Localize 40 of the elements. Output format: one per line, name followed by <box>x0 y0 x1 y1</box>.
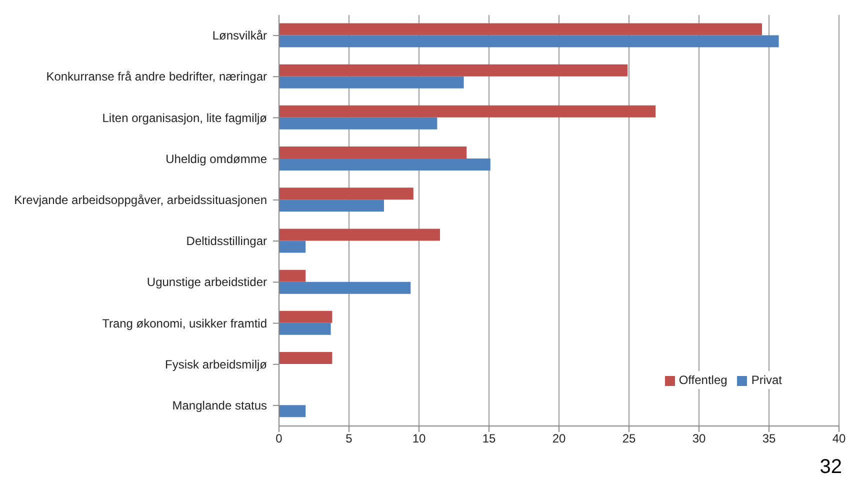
x-tick-label: 10 <box>412 432 426 446</box>
bar <box>279 270 306 282</box>
y-tick-label: Ugunstige arbeidstider <box>146 275 267 290</box>
x-tick-label: 25 <box>622 432 636 446</box>
legend-label: Offentleg <box>678 373 728 387</box>
y-tick-label: Trang økonomi, usikker framtid <box>102 316 267 330</box>
bar <box>279 240 306 253</box>
bar <box>279 158 490 171</box>
bar <box>279 23 762 36</box>
y-tick-label: Konkurranse frå andre bedrifter, næringar <box>46 70 267 84</box>
y-tick-label: Deltidsstillingar <box>186 234 267 248</box>
bar <box>279 35 779 48</box>
bar <box>279 322 331 335</box>
bar <box>279 76 464 88</box>
bar <box>279 105 656 118</box>
x-tick-label: 0 <box>276 432 283 446</box>
bar <box>279 64 628 76</box>
bar <box>279 352 332 364</box>
x-tick-label: 35 <box>762 432 776 446</box>
bar <box>279 228 440 241</box>
bar <box>279 146 467 159</box>
x-tick-label: 30 <box>692 432 706 446</box>
y-tick-label: Fysisk arbeidsmiljø <box>164 357 268 372</box>
bar <box>279 117 438 130</box>
bar <box>279 310 332 323</box>
bar <box>279 282 411 294</box>
x-tick-label: 5 <box>346 432 353 446</box>
y-tick-label: Manglande status <box>172 398 267 412</box>
bar <box>279 405 306 418</box>
bar <box>279 200 384 212</box>
x-tick-label: 40 <box>832 432 846 446</box>
text: 32 <box>820 456 842 479</box>
y-tick-label: Lønsvilkår <box>212 28 267 43</box>
x-tick-label: 15 <box>482 432 496 446</box>
y-tick-label: Liten organisasjon, lite fagmiljø <box>102 110 268 125</box>
y-tick-label: Uheldig omdømme <box>166 152 268 166</box>
bar <box>279 188 414 200</box>
x-tick-label: 20 <box>552 432 566 446</box>
legend-label: Privat <box>751 373 782 387</box>
y-tick-label: Krevjande arbeidsoppgåver, arbeidssituasjonen <box>14 192 267 207</box>
